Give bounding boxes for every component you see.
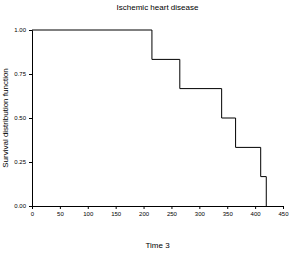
y-tick-mark <box>29 206 32 207</box>
x-tick-label: 0 <box>31 211 35 217</box>
x-axis-title: Time 3 <box>145 241 170 250</box>
y-tick-mark <box>29 74 32 75</box>
x-tick-label: 350 <box>223 211 234 217</box>
x-tick: 0 <box>31 206 35 217</box>
y-axis-line <box>29 31 33 207</box>
x-tick-label: 250 <box>167 211 178 217</box>
y-tick: 1.00 <box>14 27 32 33</box>
plot-area <box>32 30 266 206</box>
x-tick: 200 <box>139 206 150 217</box>
x-tick: 350 <box>223 206 234 217</box>
y-tick-label: 1.00 <box>14 27 26 33</box>
y-tick: 0.50 <box>14 115 32 121</box>
x-tick-mark <box>199 206 200 209</box>
chart: 0501001502002503003504004500.000.250.500… <box>0 0 291 258</box>
title: Ischemic heart disease <box>117 3 199 12</box>
y-tick-mark <box>29 162 32 163</box>
y-tick-mark <box>29 118 32 119</box>
x-tick-mark <box>283 206 284 209</box>
x-tick-mark <box>116 206 117 209</box>
x-tick-label: 50 <box>57 211 64 217</box>
y-tick-mark <box>29 30 32 31</box>
y-tick-label: 0.25 <box>14 159 26 165</box>
y-axis: 0.00 0.25 0.50 0.75 1.00 <box>14 27 32 209</box>
x-tick: 450 <box>278 206 289 217</box>
plot: 0501001502002503003504004500.000.250.500… <box>14 27 289 217</box>
y-axis-title: Survival distribution function <box>1 68 10 168</box>
y-tick-label: 0.50 <box>14 115 26 121</box>
x-tick: 400 <box>251 206 262 217</box>
x-tick: 100 <box>83 206 94 217</box>
x-tick-mark <box>144 206 145 209</box>
x-tick-mark <box>171 206 172 209</box>
x-tick-mark <box>88 206 89 209</box>
x-tick-mark <box>60 206 61 209</box>
x-axis: 0 50 100 150 200 250 300 350 400 450 <box>31 206 289 217</box>
x-axis-line <box>33 207 284 210</box>
x-tick-label: 100 <box>83 211 94 217</box>
x-tick-mark <box>255 206 256 209</box>
y-tick: 0.25 <box>14 159 32 165</box>
x-tick: 50 <box>57 206 64 217</box>
x-tick: 250 <box>167 206 178 217</box>
x-tick-label: 200 <box>139 211 150 217</box>
y-tick: 0.75 <box>14 71 32 77</box>
y-tick-label: 0.00 <box>14 203 26 209</box>
x-tick: 150 <box>111 206 122 217</box>
y-tick: 0.00 <box>14 203 32 209</box>
y-tick-label: 0.75 <box>14 71 26 77</box>
x-tick-mark <box>227 206 228 209</box>
x-tick-label: 400 <box>251 211 262 217</box>
x-tick-label: 450 <box>278 211 289 217</box>
x-tick-label: 150 <box>111 211 122 217</box>
survival-line <box>32 30 266 206</box>
x-tick: 300 <box>195 206 206 217</box>
x-tick-label: 300 <box>195 211 206 217</box>
